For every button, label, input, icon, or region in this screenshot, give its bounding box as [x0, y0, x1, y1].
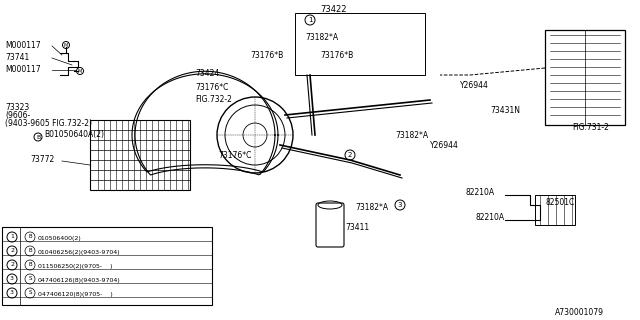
Text: B: B: [28, 262, 32, 268]
Text: M: M: [78, 68, 82, 74]
Text: 73424: 73424: [195, 69, 220, 78]
Text: 73182*A: 73182*A: [395, 131, 428, 140]
Text: (9606-: (9606-: [5, 111, 30, 120]
Text: A730001079: A730001079: [555, 308, 604, 317]
Text: 73741: 73741: [5, 53, 29, 62]
Bar: [90, 120, 190, 190]
Text: 011506250(2)(9705-    ): 011506250(2)(9705- ): [38, 264, 113, 269]
Text: (9403-9605 FIG.732-2): (9403-9605 FIG.732-2): [5, 119, 92, 128]
Text: Y26944: Y26944: [430, 141, 459, 150]
Text: 73411: 73411: [345, 223, 369, 232]
Text: 73176*C: 73176*C: [195, 83, 228, 92]
Text: 82210A: 82210A: [465, 188, 494, 197]
Text: 3: 3: [397, 202, 403, 208]
Text: 73431N: 73431N: [490, 106, 520, 115]
Text: 73176*B: 73176*B: [250, 51, 284, 60]
Text: 1: 1: [308, 17, 312, 23]
Text: 73182*A: 73182*A: [355, 203, 388, 212]
Text: S: S: [28, 276, 32, 282]
Text: 82501C: 82501C: [545, 198, 574, 207]
Text: 2: 2: [348, 152, 352, 158]
Text: B: B: [28, 249, 32, 253]
Text: 3: 3: [10, 276, 14, 282]
Bar: [545, 30, 625, 125]
Text: B: B: [28, 235, 32, 239]
Bar: [2, 227, 212, 305]
Text: 2: 2: [10, 249, 14, 253]
Bar: [535, 195, 575, 225]
Text: 73176*C: 73176*C: [218, 151, 252, 160]
Text: B01050640A(2): B01050640A(2): [44, 130, 104, 139]
Text: 73323: 73323: [5, 103, 29, 112]
Text: M000117: M000117: [5, 65, 40, 74]
Text: M: M: [64, 43, 68, 47]
Text: 82210A: 82210A: [475, 213, 504, 222]
Text: Y26944: Y26944: [460, 81, 489, 90]
Bar: [295, 13, 425, 75]
Text: 047406126(8)(9403-9704): 047406126(8)(9403-9704): [38, 278, 121, 283]
Text: 73422: 73422: [320, 5, 346, 14]
Text: FIG.731-2: FIG.731-2: [572, 123, 609, 132]
Text: 2: 2: [10, 262, 14, 268]
Text: 73182*A: 73182*A: [305, 33, 338, 42]
Text: 73176*B: 73176*B: [320, 51, 353, 60]
Text: 010506400(2): 010506400(2): [38, 236, 82, 241]
Text: 73772: 73772: [30, 155, 54, 164]
Text: 1: 1: [10, 235, 14, 239]
Text: FIG.732-2: FIG.732-2: [195, 95, 232, 104]
Text: 047406120(8)(9705-    ): 047406120(8)(9705- ): [38, 292, 113, 297]
Text: M000117: M000117: [5, 41, 40, 50]
Text: 3: 3: [10, 291, 14, 295]
Text: 010406256(2)(9403-9704): 010406256(2)(9403-9704): [38, 250, 120, 255]
Text: S: S: [28, 291, 32, 295]
Text: B: B: [36, 134, 40, 140]
